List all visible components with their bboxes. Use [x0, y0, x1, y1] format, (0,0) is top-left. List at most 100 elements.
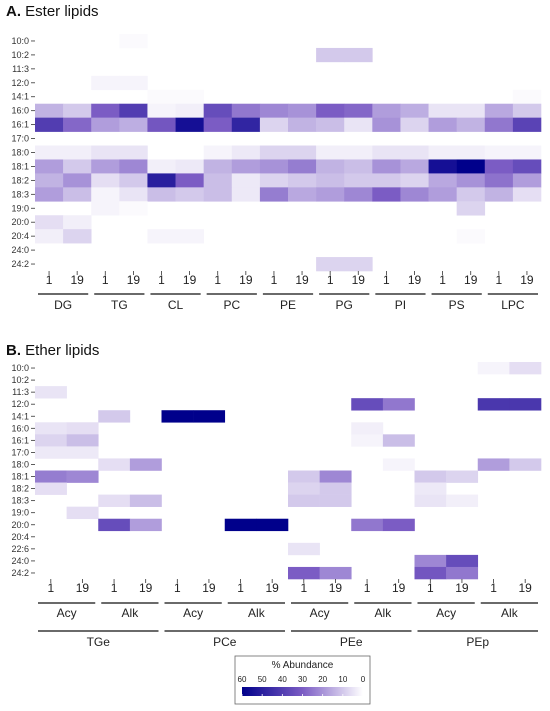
heatmap-cell: [231, 173, 261, 188]
group-label: Alk: [375, 606, 393, 620]
group-label: DG: [54, 298, 72, 312]
heatmap-cell: [288, 566, 320, 580]
heatmap-cell: [231, 187, 261, 202]
heatmap-cell: [288, 470, 320, 483]
y-tick-label: 18:3: [11, 189, 29, 199]
heatmap-cell: [456, 145, 486, 160]
x-tick-label: 1: [237, 581, 244, 595]
heatmap-cell: [63, 103, 92, 118]
x-tick-label: 19: [127, 273, 141, 287]
heatmap-cell: [316, 103, 345, 118]
heatmap-cell: [351, 434, 384, 447]
heatmap-cell: [288, 187, 317, 202]
panel-title-text: Ester lipids: [25, 3, 98, 20]
heatmap-cell: [477, 362, 510, 375]
x-tick-label: 1: [271, 273, 278, 287]
heatmap-cell: [288, 494, 320, 507]
y-tick-label: 16:1: [11, 120, 29, 130]
x-tick-label: 1: [495, 273, 502, 287]
heatmap-cell: [161, 410, 194, 423]
x-tick-label: 19: [70, 273, 84, 287]
heatmap-cell: [66, 470, 99, 483]
x-tick-label: 1: [364, 581, 371, 595]
heatmap-cell: [400, 145, 429, 160]
legend-tick-label: 50: [258, 675, 267, 684]
x-tick-label: 19: [519, 581, 533, 595]
heatmap-cell: [119, 145, 148, 160]
heatmap-cell: [224, 518, 257, 532]
heatmap-cell: [512, 187, 542, 202]
y-tick-label: 20:0: [11, 520, 29, 530]
y-tick-label: 18:0: [11, 459, 29, 469]
heatmap-cell: [382, 458, 415, 471]
heatmap-cell: [147, 89, 176, 104]
heatmap-cell: [484, 145, 514, 160]
heatmap-cell: [382, 518, 415, 532]
heatmap-cell: [259, 187, 289, 202]
legend-tick-label: 60: [238, 675, 247, 684]
heatmap-cell: [288, 103, 317, 118]
legend-tick-label: 10: [338, 675, 347, 684]
y-tick-label: 24:0: [11, 245, 29, 255]
group-label: Acy: [436, 606, 456, 620]
x-tick-label: 1: [439, 273, 446, 287]
heatmap-cell: [288, 173, 317, 188]
heatmap-cell: [344, 257, 373, 272]
heatmap-cell: [372, 159, 401, 174]
y-tick-label: 24:2: [11, 568, 29, 578]
heatmap-cell: [175, 159, 204, 174]
heatmap-cell: [91, 173, 120, 188]
heatmap-cell: [288, 542, 320, 556]
heatmap-cell: [63, 117, 92, 132]
x-tick-label: 19: [520, 273, 534, 287]
heatmap-cell: [35, 145, 64, 160]
heatmap-cell: [428, 117, 457, 132]
heatmap-cell: [512, 117, 542, 132]
heatmap-cell: [129, 518, 162, 532]
y-tick-label: 10:2: [11, 50, 29, 60]
heatmap-cell: [175, 103, 204, 118]
heatmap-cell: [288, 145, 317, 160]
heatmap-cell: [319, 494, 352, 507]
heatmap-cell: [428, 159, 457, 174]
heatmap-cell: [256, 518, 289, 532]
y-tick-label: 12:0: [11, 78, 29, 88]
x-tick-label: 1: [102, 273, 109, 287]
y-tick-label: 10:0: [11, 36, 29, 46]
y-tick-label: 17:0: [11, 134, 29, 144]
panel-title: B. Ether lipids: [6, 342, 99, 359]
y-tick-label: 16:0: [11, 423, 29, 433]
heatmap-cell: [512, 89, 542, 104]
heatmap-cell: [63, 215, 92, 230]
heatmap-cell: [372, 187, 401, 202]
heatmap-cell: [316, 187, 345, 202]
heatmap-cell: [66, 434, 99, 447]
x-tick-label: 1: [327, 273, 334, 287]
y-tick-label: 16:0: [11, 106, 29, 116]
x-tick-label: 1: [427, 581, 434, 595]
heatmap-cell: [372, 145, 401, 160]
heatmap-cell: [484, 173, 514, 188]
heatmap-cell: [316, 145, 345, 160]
heatmap-cell: [428, 103, 457, 118]
legend-tick-label: 30: [298, 675, 307, 684]
heatmap-cell: [203, 117, 233, 132]
heatmap-cell: [175, 187, 204, 202]
heatmap-cell: [344, 117, 373, 132]
supergroup-label: PEe: [340, 635, 363, 649]
legend-title: % Abundance: [272, 660, 334, 671]
heatmap-cell: [203, 159, 233, 174]
group-label: PI: [395, 298, 406, 312]
heatmap-cell: [98, 494, 131, 507]
heatmap-cell: [382, 398, 415, 411]
heatmap-cell: [484, 187, 514, 202]
heatmap-cell: [35, 434, 67, 447]
y-tick-label: 12:0: [11, 399, 29, 409]
y-tick-label: 10:0: [11, 363, 29, 373]
heatmap-cell: [319, 566, 352, 580]
panel-a: A. Ester lipids 10:0 10:2 11:3 12:0 14:1 16:0 1…: [6, 3, 542, 312]
heatmap-cell: [344, 47, 373, 63]
heatmap-cell: [119, 117, 148, 132]
heatmap-cell: [147, 187, 176, 202]
